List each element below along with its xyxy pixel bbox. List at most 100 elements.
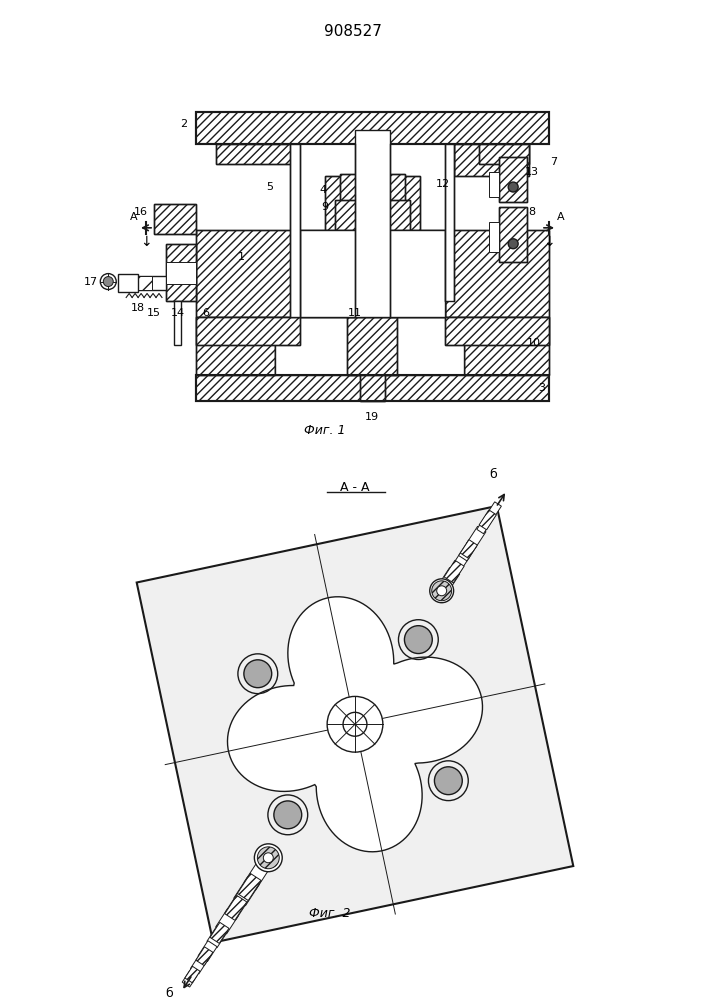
Text: Фиг. 2: Фиг. 2 — [310, 907, 351, 920]
Polygon shape — [238, 873, 262, 901]
Bar — [479, 144, 529, 164]
Polygon shape — [244, 864, 268, 890]
Bar — [340, 174, 404, 202]
Bar — [196, 230, 300, 317]
Polygon shape — [228, 597, 482, 852]
Text: ↓: ↓ — [543, 235, 555, 249]
Polygon shape — [234, 877, 259, 906]
Bar — [335, 200, 410, 230]
Text: 9: 9 — [322, 202, 329, 212]
Text: А: А — [557, 212, 565, 222]
Bar — [355, 130, 390, 317]
Bar — [347, 317, 397, 375]
Bar — [196, 317, 276, 375]
Polygon shape — [467, 526, 486, 548]
Bar — [489, 172, 499, 197]
Polygon shape — [196, 947, 213, 966]
Bar — [445, 317, 549, 345]
Text: б: б — [165, 987, 173, 1000]
Bar — [276, 317, 464, 375]
Text: 8: 8 — [529, 207, 536, 217]
Text: 17: 17 — [84, 277, 98, 287]
Text: 3: 3 — [539, 383, 546, 393]
Bar — [300, 230, 445, 317]
Circle shape — [430, 579, 454, 603]
Polygon shape — [479, 510, 496, 530]
Bar — [360, 375, 385, 401]
Bar — [340, 174, 404, 202]
Bar — [138, 276, 152, 290]
Bar — [196, 112, 549, 144]
Bar — [335, 200, 410, 230]
Bar — [390, 230, 445, 317]
Text: 19: 19 — [365, 412, 379, 422]
Text: 15: 15 — [147, 308, 161, 318]
Text: 1: 1 — [238, 252, 245, 262]
Bar — [196, 112, 549, 144]
Bar — [464, 317, 549, 375]
Bar — [499, 157, 527, 202]
Circle shape — [327, 696, 383, 752]
Bar — [216, 144, 296, 164]
Circle shape — [274, 801, 302, 829]
Polygon shape — [477, 514, 493, 534]
Bar — [216, 144, 296, 164]
Polygon shape — [190, 955, 207, 974]
Bar — [445, 230, 549, 317]
Bar — [479, 144, 529, 164]
Bar — [445, 144, 455, 301]
Bar — [154, 204, 196, 234]
Polygon shape — [449, 552, 469, 576]
Polygon shape — [459, 541, 477, 561]
Polygon shape — [444, 560, 464, 583]
Bar — [499, 207, 527, 262]
Polygon shape — [225, 893, 249, 920]
Bar — [464, 317, 549, 375]
Circle shape — [404, 626, 432, 654]
Circle shape — [508, 182, 518, 192]
Bar — [291, 144, 300, 317]
Text: 11: 11 — [348, 308, 362, 318]
Bar — [138, 276, 166, 290]
Polygon shape — [207, 925, 228, 948]
Bar — [196, 317, 300, 345]
Bar — [196, 230, 300, 317]
Bar — [445, 230, 549, 317]
Bar — [499, 157, 527, 202]
Bar — [455, 144, 529, 176]
Polygon shape — [185, 966, 200, 983]
Text: 10: 10 — [527, 338, 541, 348]
Bar — [445, 317, 549, 345]
Bar — [196, 317, 276, 375]
Text: А: А — [130, 212, 138, 222]
Bar — [118, 274, 138, 292]
Text: 13: 13 — [525, 167, 539, 177]
Bar — [196, 375, 549, 401]
Polygon shape — [198, 941, 217, 962]
Circle shape — [434, 767, 462, 795]
Polygon shape — [216, 908, 238, 934]
Circle shape — [343, 712, 367, 736]
Text: ↓: ↓ — [140, 235, 152, 249]
Circle shape — [103, 277, 113, 287]
Bar — [347, 317, 397, 375]
Circle shape — [244, 660, 271, 688]
Polygon shape — [136, 506, 573, 943]
Circle shape — [263, 853, 274, 863]
Text: 14: 14 — [171, 308, 185, 318]
Text: 7: 7 — [551, 157, 558, 167]
Text: 12: 12 — [436, 179, 450, 189]
Text: 4: 4 — [320, 185, 327, 195]
Bar — [300, 230, 355, 317]
Circle shape — [508, 239, 518, 249]
Text: 2: 2 — [180, 119, 187, 129]
Text: Фиг. 1: Фиг. 1 — [305, 424, 346, 437]
Polygon shape — [225, 895, 247, 920]
Bar — [390, 230, 445, 317]
Bar — [499, 207, 527, 262]
Text: 18: 18 — [131, 303, 145, 313]
Bar — [325, 176, 420, 230]
Bar — [166, 244, 196, 301]
Bar — [166, 262, 196, 284]
Text: б: б — [489, 468, 497, 481]
